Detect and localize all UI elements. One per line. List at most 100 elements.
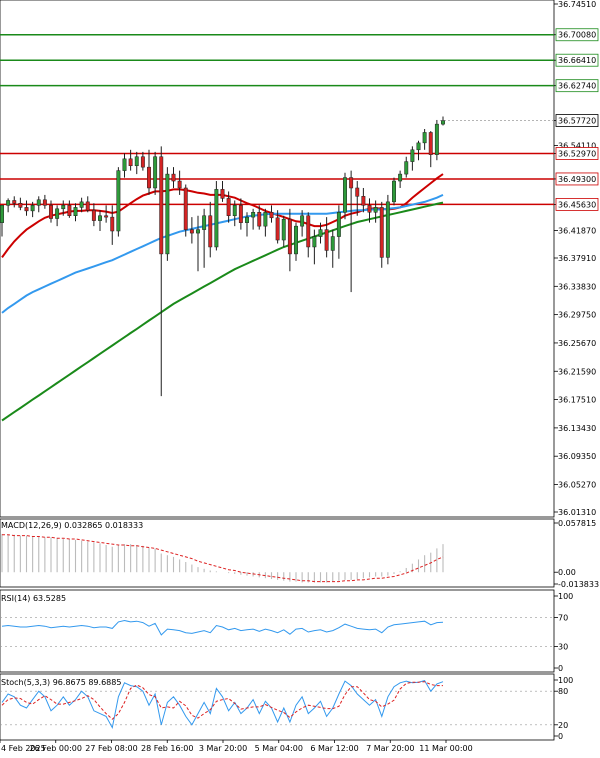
- current-price-tag: [555, 114, 599, 127]
- candle: [177, 170, 182, 195]
- price-tick-label: 36.33830: [558, 282, 596, 291]
- candle-body: [189, 229, 194, 234]
- candle: [434, 119, 439, 161]
- level-tag: [555, 172, 599, 186]
- candle-body: [434, 123, 439, 155]
- candle-body: [306, 215, 311, 248]
- time-tick-label: 26 Feb 00:00: [30, 744, 82, 753]
- candle: [361, 187, 366, 213]
- candle-body: [61, 205, 66, 210]
- candle-body: [287, 218, 292, 255]
- candle: [416, 140, 421, 161]
- candle-body: [245, 216, 249, 223]
- candle: [196, 215, 200, 272]
- level-label: 36.70080: [558, 31, 596, 40]
- candle-body: [404, 161, 409, 175]
- candle-body: [128, 158, 133, 167]
- candle: [116, 167, 121, 237]
- macd-label: MACD(12,26,9) 0.032865 0.018333: [1, 521, 143, 530]
- candle-body: [18, 202, 23, 208]
- candle-body: [36, 199, 41, 206]
- candle: [12, 196, 17, 208]
- time-tick-label: 3 Mar 20:00: [199, 744, 247, 753]
- candle: [343, 172, 347, 220]
- current-price-label: 36.57720: [558, 117, 596, 126]
- candle: [147, 149, 151, 195]
- candle: [336, 205, 341, 259]
- candle: [385, 194, 390, 265]
- price-tick-label: 36.13430: [558, 424, 596, 433]
- candle: [36, 196, 41, 213]
- price-panel[interactable]: [0, 0, 555, 518]
- candle-body: [263, 212, 268, 227]
- stoch-tick-label: 20: [558, 721, 568, 730]
- candle-body: [251, 212, 256, 218]
- candle: [422, 128, 427, 150]
- macd-panel[interactable]: [0, 518, 555, 588]
- candle-body: [422, 132, 427, 144]
- macd-indicator: 0.057815 0.00 -0.013833: [1, 519, 599, 589]
- candle-body: [441, 120, 445, 125]
- rsi-tick-label: 100: [558, 592, 573, 601]
- candle: [214, 181, 219, 251]
- candle-body: [220, 189, 225, 199]
- candle-body: [392, 180, 396, 203]
- candle: [294, 222, 298, 261]
- price-tick-label: 36.54110: [558, 142, 596, 151]
- candle-body: [300, 215, 305, 227]
- candle: [122, 153, 127, 178]
- candle: [0, 205, 4, 237]
- candle-body: [281, 218, 286, 241]
- rsi-tick-label: 70: [558, 614, 568, 623]
- candle-body: [196, 229, 200, 234]
- candle: [238, 198, 243, 230]
- candle: [85, 196, 90, 213]
- candle: [324, 217, 329, 258]
- price-tick-label: 36.17510: [558, 396, 596, 405]
- horizontal-levels[interactable]: 36.70080 36.66410 36.62740 36.52970 36.49300…: [0, 28, 599, 211]
- level-label: 36.49300: [558, 175, 596, 184]
- stoch-d-line: [1, 681, 443, 720]
- candle: [183, 184, 188, 237]
- candle: [220, 181, 225, 202]
- candle-body: [410, 149, 415, 162]
- candle: [42, 194, 47, 209]
- candle-body: [165, 173, 170, 255]
- candle-body: [42, 199, 47, 206]
- candle: [91, 203, 96, 227]
- candle: [373, 200, 378, 223]
- price-tick-label: 36.74510: [558, 0, 596, 9]
- stoch-label: Stoch(5,3,3) 96.8675 89.6885: [1, 678, 121, 687]
- candle-body: [12, 200, 17, 204]
- price-tick-label: 36.37910: [558, 254, 596, 263]
- candle-body: [116, 170, 121, 232]
- rsi-panel[interactable]: [0, 589, 555, 673]
- stoch-tick-label: 0: [558, 732, 563, 741]
- candle: [110, 205, 115, 245]
- candle-body: [226, 198, 231, 216]
- candle-body: [312, 236, 317, 248]
- candle-body: [214, 189, 219, 248]
- time-tick-label: 28 Feb 16:00: [141, 744, 193, 753]
- candle: [61, 200, 66, 216]
- candle: [355, 181, 360, 216]
- candle-body: [318, 229, 323, 237]
- price-tick-label: 36.25670: [558, 339, 596, 348]
- candle: [98, 210, 102, 232]
- stoch-panel[interactable]: [0, 673, 555, 741]
- rsi-tick-label: 0: [558, 664, 563, 673]
- stoch-indicator: 100 80 20 0: [0, 676, 573, 741]
- candle-body: [355, 187, 360, 197]
- candle: [73, 203, 78, 222]
- candle-body: [104, 215, 109, 218]
- stoch-k-line: [1, 680, 444, 730]
- candle-body: [238, 205, 243, 223]
- candle: [263, 208, 268, 237]
- candle-body: [6, 200, 11, 206]
- candle: [67, 200, 72, 218]
- candle-body: [336, 212, 341, 237]
- candle-body: [79, 201, 84, 208]
- candle: [153, 151, 158, 195]
- candle-body: [49, 205, 53, 219]
